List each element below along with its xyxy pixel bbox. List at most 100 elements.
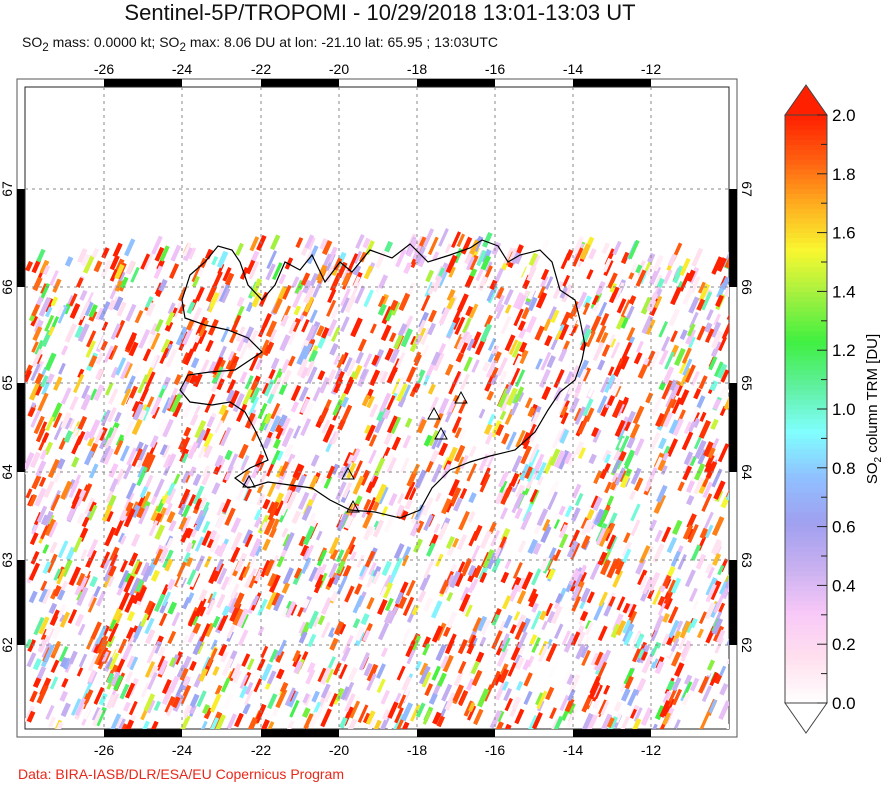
so2-pixel — [626, 327, 636, 342]
so2-pixel — [528, 448, 540, 468]
so2-pixel — [112, 242, 123, 258]
so2-pixel — [534, 325, 545, 341]
so2-pixel — [428, 383, 436, 395]
colorbar-tick-label: 0.4 — [832, 576, 856, 595]
so2-pixel — [304, 544, 315, 562]
so2-pixel — [133, 363, 142, 376]
so2-pixel — [686, 323, 696, 337]
so2-pixel — [85, 549, 97, 569]
so2-pixel — [602, 449, 612, 463]
so2-pixel — [162, 418, 174, 438]
so2-pixel — [350, 317, 363, 338]
so2-pixel — [449, 570, 461, 589]
colorbar-segment — [785, 629, 827, 635]
so2-pixel — [28, 562, 41, 581]
colorbar-segment — [785, 526, 827, 533]
so2-pixel — [275, 650, 285, 663]
so2-pixel — [397, 596, 408, 609]
so2-pixel — [142, 720, 150, 729]
so2-pixel — [420, 294, 431, 312]
so2-pixel — [214, 544, 222, 555]
so2-pixel — [109, 478, 119, 492]
lon-tick-label-top: -22 — [251, 61, 271, 77]
so2-pixel — [613, 557, 623, 570]
so2-pixel — [232, 392, 245, 413]
colorbar-segment — [785, 551, 827, 557]
so2-pixel — [604, 481, 613, 494]
so2-pixel — [254, 703, 267, 724]
so2-pixel — [196, 328, 208, 345]
colorbar-segment — [785, 262, 827, 268]
colorbar-segment — [785, 565, 827, 572]
so2-pixel — [567, 376, 579, 396]
so2-pixel — [640, 650, 648, 661]
so2-pixel — [157, 646, 166, 658]
so2-pixel — [315, 530, 323, 541]
so2-pixel — [77, 368, 85, 379]
so2-pixel — [486, 552, 498, 570]
so2-pixel — [280, 504, 289, 516]
colorbar-segment — [785, 124, 827, 131]
so2-pixel — [431, 625, 444, 643]
so2-pixel — [311, 520, 323, 539]
so2-pixel — [514, 369, 526, 388]
so2-pixel — [313, 565, 324, 582]
so2-pixel — [648, 571, 661, 592]
so2-pixel — [263, 418, 272, 432]
so2-pixel — [265, 341, 275, 354]
so2-pixel — [666, 438, 679, 458]
so2-pixel — [227, 453, 239, 472]
so2-pixel — [496, 287, 505, 299]
so2-pixel — [124, 238, 136, 257]
so2-pixel — [614, 712, 623, 724]
so2-pixel — [724, 257, 729, 269]
so2-pixel — [433, 523, 441, 534]
so2-pixel — [623, 532, 631, 544]
so2-pixel — [376, 678, 386, 694]
so2-pixel — [371, 354, 380, 366]
so2-pixel — [642, 576, 653, 595]
so2-pixel — [646, 292, 659, 312]
so2-pixel — [391, 416, 401, 434]
so2-pixel — [26, 710, 36, 723]
so2-pixel — [353, 250, 363, 264]
so2-pixel — [201, 239, 212, 257]
so2-pixel — [216, 250, 229, 269]
so2-pixel — [451, 416, 462, 433]
so2-pixel — [387, 724, 393, 729]
colorbar-tick-label: 1.2 — [832, 341, 856, 360]
so2-pixel — [189, 693, 200, 709]
so2-pixel — [688, 406, 700, 424]
so2-pixel — [267, 482, 276, 498]
so2-pixel — [427, 309, 437, 323]
so2-pixel — [273, 593, 285, 612]
lon-tick-label-top: -24 — [172, 61, 192, 77]
so2-pixel — [263, 559, 275, 577]
so2-pixel — [578, 447, 587, 460]
so2-pixel — [684, 674, 693, 686]
so2-pixel — [668, 606, 679, 624]
so2-pixel — [322, 240, 333, 255]
so2-pixel — [45, 416, 55, 432]
so2-pixel — [52, 278, 62, 293]
so2-pixel — [536, 292, 548, 309]
so2-pixel — [374, 250, 387, 269]
so2-pixel — [166, 705, 174, 717]
so2-pixel — [352, 618, 361, 629]
so2-pixel — [41, 432, 50, 443]
so2-pixel — [444, 243, 452, 254]
so2-pixel — [573, 237, 584, 253]
so2-pixel — [611, 472, 619, 483]
so2-pixel — [180, 515, 192, 534]
scale-bar-segment — [17, 560, 25, 645]
so2-pixel — [419, 662, 429, 676]
so2-pixel — [549, 512, 560, 529]
so2-pixel — [77, 623, 86, 636]
so2-pixel — [640, 707, 653, 726]
so2-pixel — [206, 648, 218, 667]
so2-pixel — [559, 694, 570, 712]
so2-pixel — [680, 640, 692, 658]
so2-pixel — [593, 470, 603, 485]
so2-pixel — [698, 419, 711, 439]
